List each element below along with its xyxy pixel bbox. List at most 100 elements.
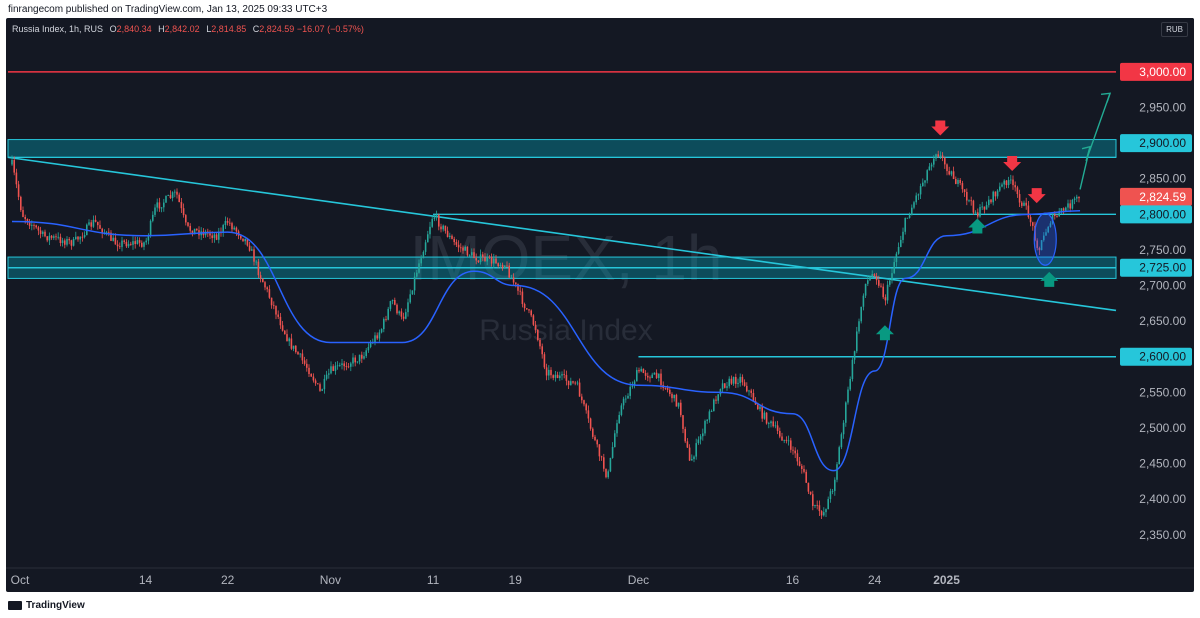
candle-body [11, 159, 13, 165]
candle-body [649, 377, 651, 379]
candle-body [1025, 202, 1027, 206]
candle-body [1001, 184, 1003, 187]
candle-body [332, 366, 334, 371]
x-tick-label: 16 [786, 573, 800, 587]
candle-body [983, 206, 986, 210]
candle-body [229, 222, 231, 224]
candle-body [1076, 196, 1078, 199]
candle-body [539, 340, 541, 347]
x-tick-label: 14 [139, 573, 153, 587]
candle-body [1049, 223, 1052, 227]
legend-close-label: C [252, 24, 260, 34]
candle-body [556, 374, 559, 379]
candle-body [451, 235, 453, 239]
projection-arrowhead [1081, 145, 1092, 155]
candle-body [108, 231, 110, 233]
price-label-text: 2,824.59 [1139, 190, 1186, 204]
support-zone-0 [7, 139, 1117, 158]
candle-body [922, 182, 924, 187]
currency-button[interactable]: RUB [1161, 22, 1188, 37]
sell-arrow-icon [931, 120, 950, 136]
candle-body [301, 353, 304, 361]
candle-body [629, 386, 631, 396]
candle-body [902, 231, 904, 240]
price-label-tag [1120, 187, 1192, 206]
candle-body [988, 199, 990, 206]
candle-body [757, 404, 759, 410]
candle-body [457, 244, 460, 248]
candle-body [827, 499, 829, 510]
candle-body [1060, 208, 1063, 212]
candle-body [499, 264, 502, 267]
candle-body [944, 158, 946, 165]
candle-body [112, 237, 114, 241]
tradingview-logo-icon [8, 601, 22, 610]
candle-body [37, 227, 40, 231]
price-label-text: 3,000.00 [1139, 65, 1186, 79]
candle-body [658, 373, 660, 378]
y-tick-label: 2,350.00 [1139, 528, 1186, 542]
candle-body [779, 430, 781, 437]
candle-body [420, 258, 422, 264]
candle-body [847, 389, 849, 403]
candle-body [882, 286, 884, 298]
candle-body [730, 378, 733, 384]
candle-body [339, 364, 341, 366]
candle-body [537, 329, 539, 341]
candle-body [603, 457, 605, 469]
price-label-tag [1120, 134, 1192, 153]
candle-body [409, 294, 411, 303]
candle-body [495, 258, 497, 264]
candle-body [358, 354, 361, 362]
candle-body [31, 224, 33, 226]
x-tick-label: 19 [509, 573, 523, 587]
candle-body [24, 216, 26, 220]
candle-body [475, 258, 477, 261]
candle-body [801, 465, 803, 469]
candle-body [165, 195, 167, 203]
candle-body [275, 305, 277, 315]
candle-body [994, 191, 997, 197]
candle-body [710, 411, 713, 413]
candle-body [493, 258, 495, 264]
candle-body [974, 212, 977, 214]
candle-body [218, 232, 220, 240]
candle-body [110, 232, 112, 241]
y-tick-label: 2,950.00 [1139, 101, 1186, 115]
candle-body [90, 222, 92, 227]
footer: TradingView [0, 594, 1200, 618]
price-label-tag [1120, 205, 1192, 224]
candle-body [853, 351, 856, 360]
candle-body [913, 202, 915, 208]
candle-body [453, 238, 455, 243]
candle-body [68, 239, 70, 241]
candle-body [638, 370, 640, 372]
tradingview-logo[interactable]: TradingView [8, 600, 85, 611]
candle-body [482, 254, 484, 258]
candle-body [405, 312, 407, 319]
sell-arrow-icon [1003, 156, 1022, 172]
candle-body [653, 372, 656, 375]
candle-body [812, 494, 814, 507]
x-tick-label: 24 [868, 573, 882, 587]
chart-panel[interactable]: IMOEX, 1h Russia Index 2,350.00 2,400.00 2,4… [6, 18, 1194, 592]
price-label-text: 2,600.00 [1139, 350, 1186, 364]
candle-body [295, 345, 297, 353]
candle-body [385, 319, 387, 320]
candle-body [240, 235, 242, 239]
candle-body [955, 179, 957, 184]
candle-body [970, 200, 972, 202]
candle-body [299, 353, 301, 355]
candle-body [330, 366, 332, 374]
candle-body [433, 217, 436, 219]
candle-body [193, 228, 196, 235]
candle-body [163, 202, 165, 208]
candle-body [996, 190, 999, 197]
moving-average-line [11, 210, 1081, 472]
candle-body [284, 330, 286, 335]
candle-body [864, 283, 867, 296]
candle-body [512, 277, 515, 283]
candle-body [308, 367, 310, 375]
candle-body [589, 418, 592, 429]
